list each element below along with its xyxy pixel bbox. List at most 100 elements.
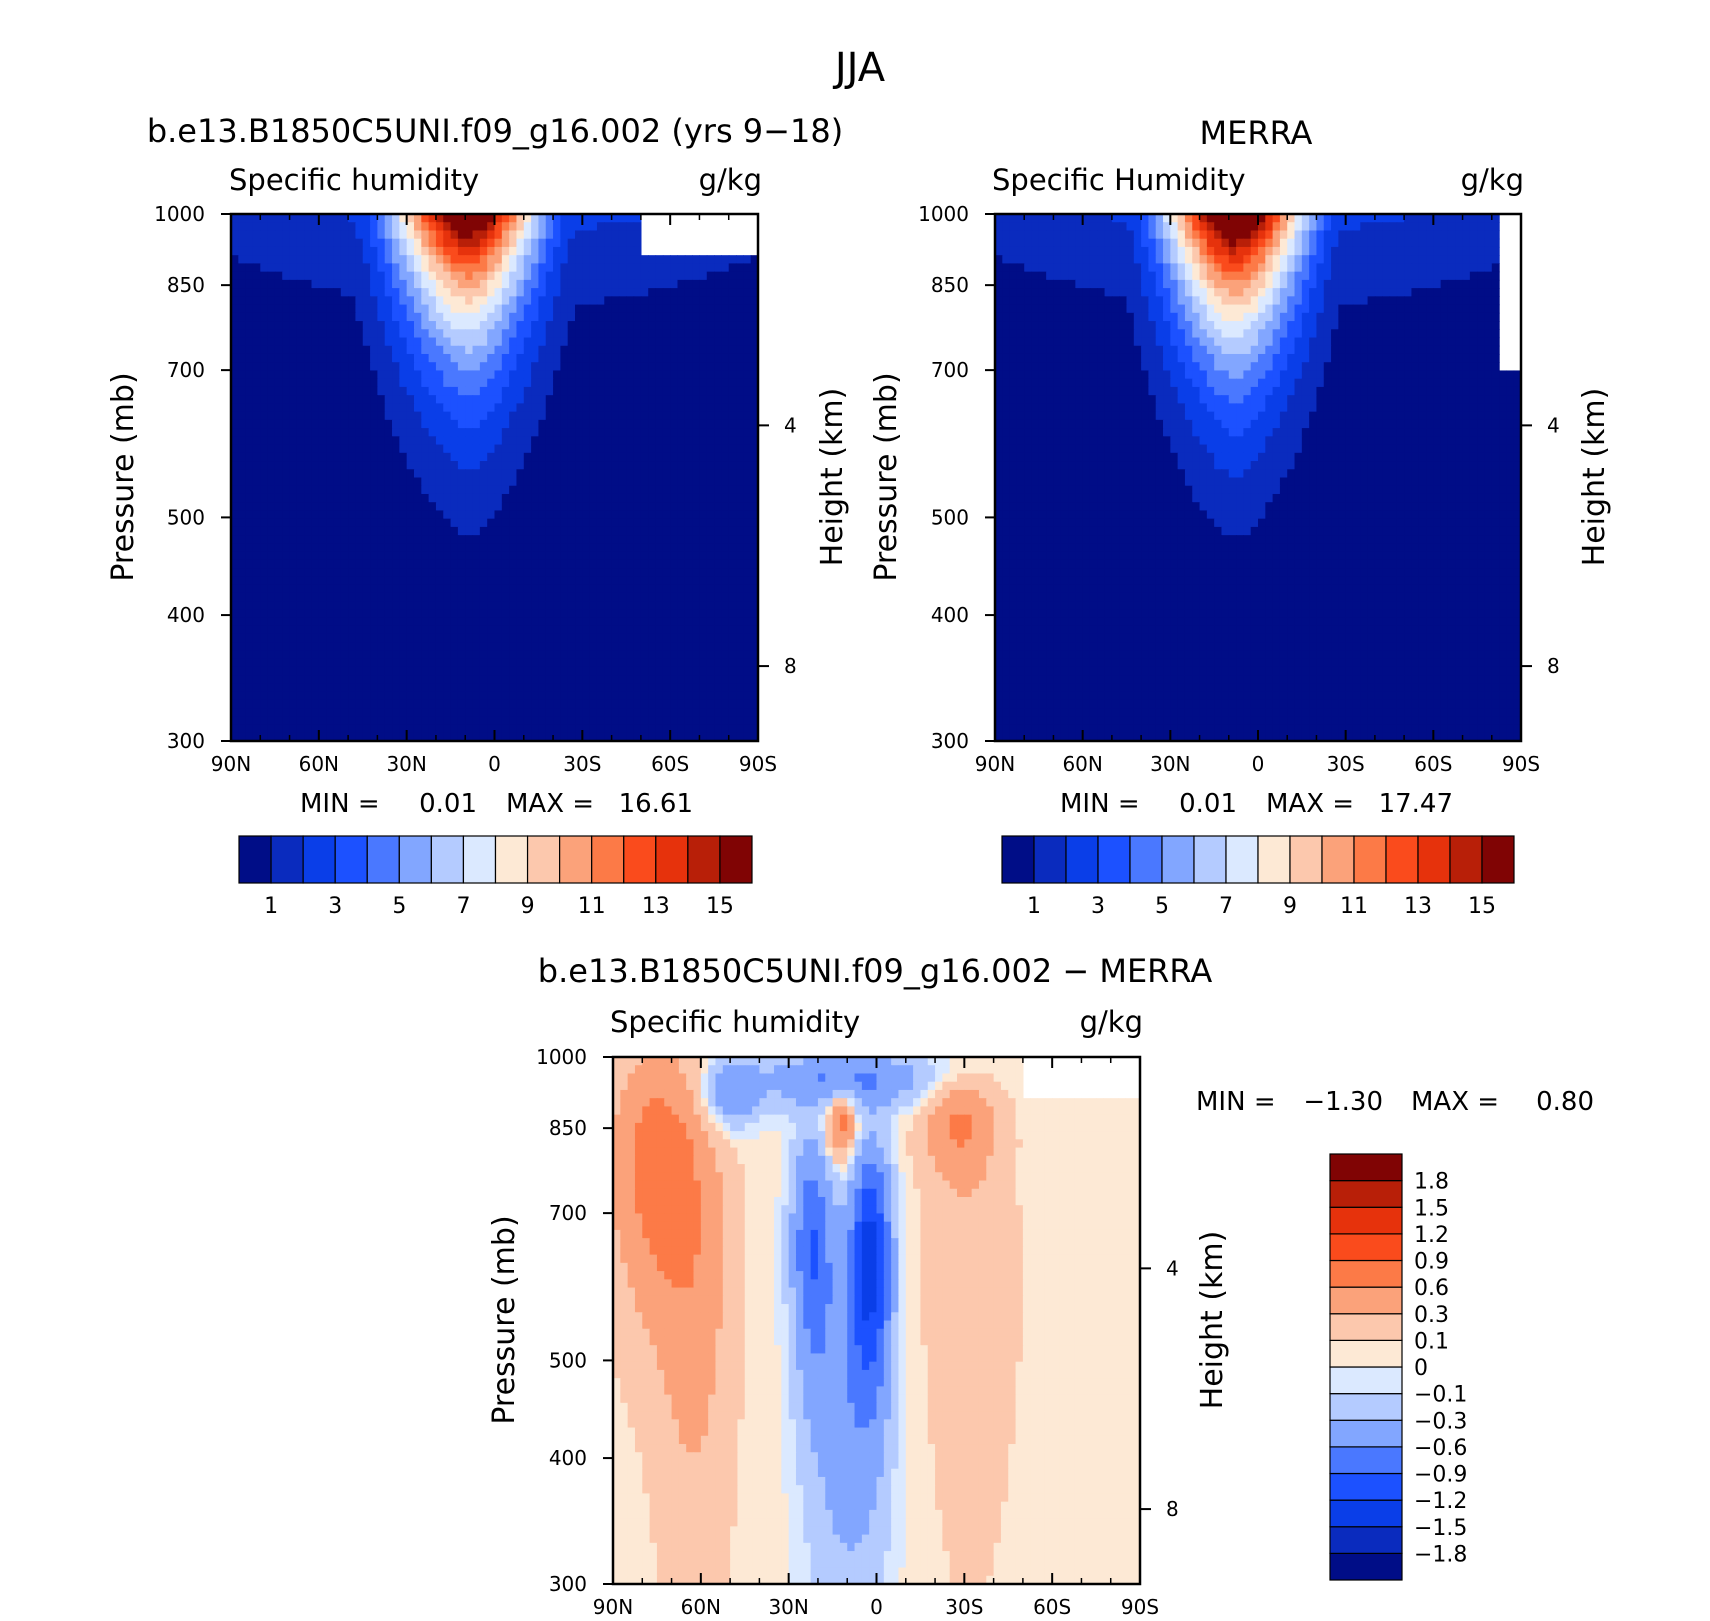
field-cell <box>670 568 679 577</box>
field-cell <box>589 617 598 627</box>
field-cell <box>326 271 335 281</box>
field-cell <box>326 403 335 413</box>
field-cell <box>457 271 466 281</box>
field-cell <box>728 353 737 363</box>
field-cell <box>472 592 481 602</box>
field-cell <box>567 609 576 619</box>
field-cell <box>692 312 701 322</box>
field-cell <box>589 732 598 742</box>
field-cell <box>509 633 518 643</box>
field-cell <box>289 395 298 404</box>
field-cell <box>677 502 686 512</box>
field-cell <box>516 411 525 421</box>
field-cell <box>472 461 481 470</box>
field-cell <box>435 362 444 372</box>
field-cell <box>428 543 437 553</box>
field-cell <box>457 543 466 553</box>
field-cell <box>699 403 708 413</box>
field-cell <box>677 658 686 668</box>
field-cell <box>1002 255 1011 264</box>
field-cell <box>699 666 708 676</box>
field-cell <box>736 526 744 536</box>
field-cell <box>604 255 613 264</box>
field-cell <box>618 428 627 437</box>
field-cell <box>348 732 357 742</box>
field-cell <box>384 650 393 660</box>
field-cell <box>670 576 679 586</box>
field-cell <box>333 296 342 306</box>
field-cell <box>538 625 547 635</box>
field-cell <box>406 386 415 396</box>
field-cell <box>516 337 525 347</box>
field-cell <box>238 617 247 627</box>
field-cell <box>1309 214 1318 223</box>
field-cell <box>706 518 715 528</box>
field-cell <box>1126 246 1135 256</box>
field-cell <box>362 436 371 446</box>
field-cell <box>699 428 708 437</box>
field-cell <box>567 493 576 503</box>
field-cell <box>662 609 671 619</box>
field-cell <box>450 411 459 421</box>
field-cell <box>626 238 635 248</box>
field-cell <box>421 625 430 635</box>
field-cell <box>516 576 525 586</box>
field-cell <box>457 633 466 643</box>
field-cell <box>443 345 452 355</box>
field-cell <box>648 312 657 322</box>
field-cell <box>443 551 452 561</box>
field-cell <box>296 353 305 363</box>
field-cell <box>450 255 459 264</box>
field-cell <box>750 469 759 479</box>
field-cell <box>1170 214 1179 223</box>
field-cell <box>743 666 752 676</box>
field-cell <box>589 304 598 314</box>
field-cell <box>282 255 291 264</box>
field-cell <box>560 353 569 363</box>
field-cell <box>692 337 701 347</box>
field-cell <box>362 724 371 734</box>
field-cell <box>640 329 649 339</box>
field-cell <box>443 296 452 306</box>
field-cell <box>392 502 400 512</box>
field-cell <box>304 246 313 256</box>
field-cell <box>1111 230 1120 240</box>
field-cell <box>736 469 744 479</box>
field-cell <box>721 461 730 470</box>
field-cell <box>421 691 430 701</box>
field-cell <box>582 296 591 306</box>
field-cell <box>355 362 364 372</box>
field-cell <box>1484 230 1493 240</box>
field-cell <box>736 477 744 487</box>
field-cell <box>516 601 525 610</box>
field-cell <box>596 378 605 388</box>
field-cell <box>670 666 679 676</box>
field-cell <box>626 699 635 709</box>
field-cell <box>260 716 269 726</box>
field-cell <box>1184 246 1193 256</box>
field-cell <box>406 378 415 388</box>
field-cell <box>670 362 679 372</box>
field-cell <box>1250 214 1259 223</box>
field-cell <box>1491 214 1500 223</box>
field-cell <box>435 288 444 297</box>
field-cell <box>245 568 254 577</box>
field-cell <box>406 436 415 446</box>
field-cell <box>1177 214 1186 223</box>
field-cell <box>516 535 525 544</box>
field-cell <box>274 378 283 388</box>
field-cell <box>370 246 378 256</box>
field-cell <box>728 419 737 429</box>
field-cell <box>384 666 393 676</box>
field-cell <box>348 263 357 273</box>
field-cell <box>443 469 452 479</box>
colorbar-box <box>430 835 465 884</box>
field-cell <box>487 271 496 281</box>
field-cell <box>348 329 357 339</box>
field-cell <box>487 329 496 339</box>
field-cell <box>670 304 679 314</box>
field-cell <box>326 370 335 380</box>
field-cell <box>501 271 510 281</box>
field-cell <box>640 428 649 437</box>
field-cell <box>267 477 276 487</box>
